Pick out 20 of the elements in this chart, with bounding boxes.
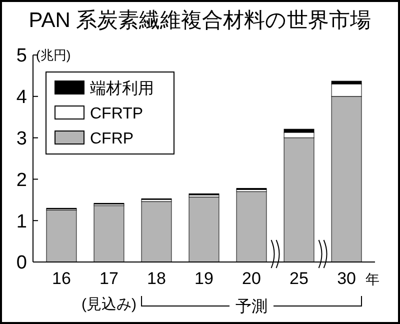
y-tick-label: 2 <box>16 170 27 191</box>
legend-label: CFRP <box>90 130 134 148</box>
y-tick-label: 4 <box>16 87 28 108</box>
x-tick-label: 25 <box>290 269 308 288</box>
x-tick-label: 19 <box>194 269 214 288</box>
x-tick-label: 18 <box>147 269 166 288</box>
y-tick-label: 5 <box>16 46 27 67</box>
x-tick-label: 20 <box>242 269 261 288</box>
legend-label: CFRTP <box>90 106 144 123</box>
legend-label: 端材利用 <box>90 80 154 98</box>
y-tick-label: 3 <box>16 128 27 150</box>
x-axis-title: 年 <box>366 271 380 287</box>
x-tick-label: 17 <box>100 269 118 288</box>
chart-title: PAN 系炭素繊維複合材料の世界市場 <box>28 9 372 32</box>
y-tick-label: 1 <box>16 211 27 232</box>
y-tick-label: 0 <box>16 252 27 274</box>
text: (見込み) <box>81 296 136 313</box>
x-tick-label: 30 <box>337 269 356 288</box>
text: 予測 <box>236 298 268 316</box>
x-tick-label: 16 <box>52 269 71 288</box>
